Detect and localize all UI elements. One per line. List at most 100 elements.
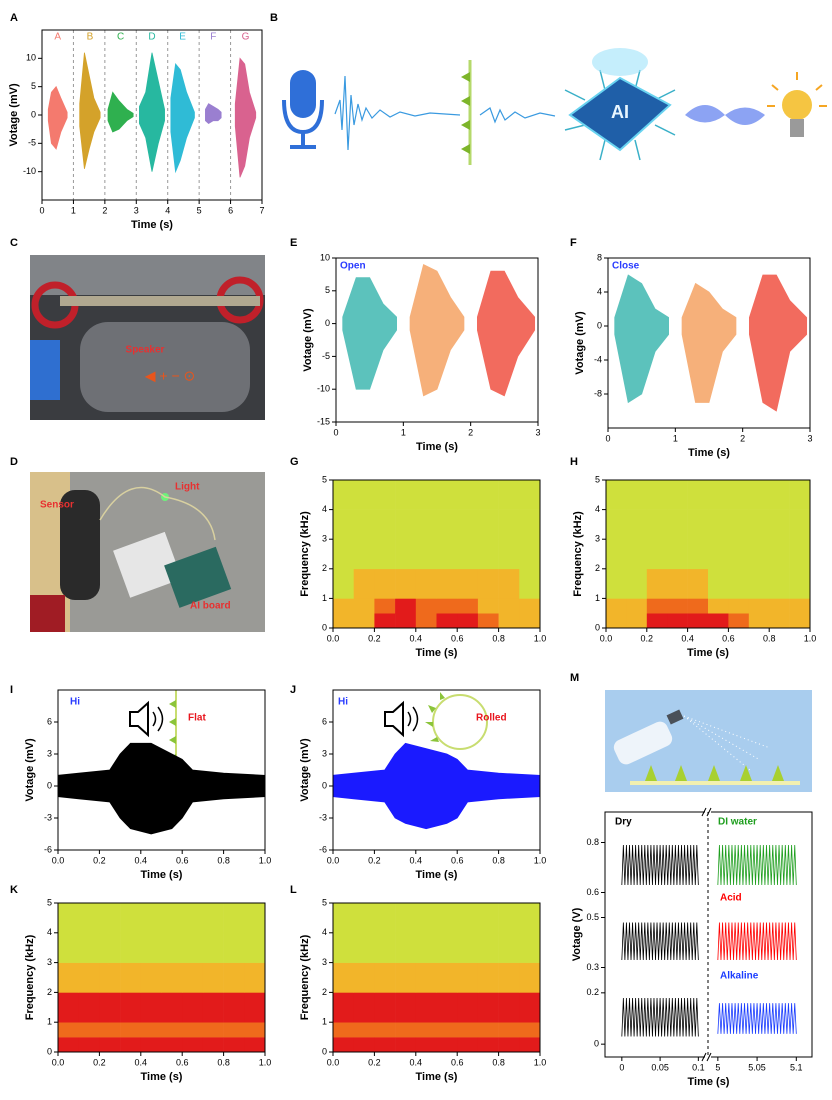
axis-break: [705, 1053, 711, 1061]
setup-photo: Sensor Light AI board: [30, 472, 265, 632]
heat-cell: [333, 568, 354, 599]
heat-cell: [519, 613, 541, 629]
y-tick-label: -4: [594, 354, 602, 364]
heat-cell: [415, 598, 437, 614]
heat-cell: [78, 1037, 100, 1053]
speaker-icon: [129, 700, 149, 738]
x-tick-label: 0.4: [135, 855, 148, 865]
y-tick-label: 0.2: [586, 987, 599, 997]
y-tick-label: 3: [322, 957, 327, 967]
heat-cell: [353, 598, 375, 614]
heat-cell: [223, 992, 245, 1023]
y-axis-title: Votage (V): [571, 907, 583, 961]
heat-cell: [457, 903, 479, 934]
heat-cell: [120, 962, 142, 993]
heat-cell: [333, 539, 354, 570]
heat-cell: [333, 992, 354, 1023]
y-tick-label: -15: [317, 416, 330, 426]
heat-cell: [748, 509, 770, 540]
heat-cell: [202, 903, 224, 934]
heat-cell: [789, 613, 811, 629]
waveform: [47, 85, 68, 150]
x-axis-title: Time (s): [141, 1071, 183, 1083]
heat-cell: [99, 962, 121, 993]
heat-cell: [223, 932, 245, 963]
heat-cell: [436, 962, 458, 993]
x-tick-label: 0.0: [327, 855, 340, 865]
waveform: [614, 274, 669, 404]
y-tick-label: 3: [322, 534, 327, 544]
heat-cell: [626, 539, 648, 570]
heat-cell: [708, 509, 729, 540]
y-tick-label: 4: [47, 927, 52, 937]
heat-cell: [519, 992, 541, 1023]
heat-cell: [202, 962, 224, 993]
speaker-buttons: ◀ + − ⊙: [145, 368, 196, 384]
heat-cell: [333, 509, 354, 540]
x-tick-label: 3: [807, 433, 812, 443]
annotation: Rolled: [476, 713, 507, 724]
heat-cell: [606, 613, 627, 629]
heat-cell: [436, 509, 458, 540]
heat-cell: [519, 539, 541, 570]
heat-cell: [457, 480, 479, 510]
segment-label: C: [117, 32, 124, 43]
heat-cell: [374, 962, 396, 993]
y-axis-title: Votage (mV): [302, 308, 314, 372]
y-tick-label: 0: [595, 622, 600, 632]
y-axis-title: Frequency (kHz): [24, 934, 36, 1020]
heat-cell: [519, 962, 541, 993]
y-tick-label: -6: [44, 844, 52, 854]
heat-cell: [202, 1037, 224, 1053]
heat-cell: [606, 568, 627, 599]
heat-cell: [519, 509, 541, 540]
panel-label: D: [10, 456, 18, 468]
x-tick-label: 0: [333, 427, 338, 437]
x-tick-label: 2: [468, 427, 473, 437]
y-tick-label: 4: [322, 504, 327, 514]
heat-cell: [498, 568, 520, 599]
substrate: [630, 781, 800, 785]
heat-cell: [333, 598, 354, 614]
heat-cell: [457, 509, 479, 540]
segment-label: E: [179, 32, 186, 43]
heat-cell: [436, 1037, 458, 1053]
heat-cell: [78, 932, 100, 963]
y-tick-label: 0: [47, 780, 52, 790]
y-tick-label: 5: [325, 285, 330, 295]
heat-cell: [457, 1022, 479, 1038]
heat-cell: [99, 1022, 121, 1038]
spray: [683, 715, 771, 771]
y-tick-label: 0.6: [586, 887, 599, 897]
x-tick-label: 1.0: [534, 855, 547, 865]
x-tick-label: 5: [715, 1062, 720, 1072]
y-tick-label: -10: [23, 166, 36, 176]
y-axis-title: Frequency (kHz): [299, 934, 311, 1020]
y-tick-label: 0: [594, 1039, 599, 1049]
heat-cell: [415, 932, 437, 963]
heat-cell: [708, 598, 729, 614]
speaker-icon: [384, 700, 404, 738]
heat-cell: [646, 509, 668, 540]
heat-cell: [687, 613, 709, 629]
y-tick-label: 5: [47, 897, 52, 907]
x-tick-label: 5: [197, 205, 202, 215]
x-tick-label: 1.0: [259, 1057, 272, 1067]
x-tick-label: 0.6: [176, 855, 189, 865]
heat-cell: [708, 480, 729, 510]
heat-cell: [161, 903, 183, 934]
x-tick-label: 0: [619, 1062, 624, 1072]
heat-cell: [748, 539, 770, 570]
heat-cell: [395, 568, 417, 599]
heat-cell: [606, 539, 627, 570]
heat-cell: [769, 613, 790, 629]
heat-cell: [728, 613, 750, 629]
heat-cell: [353, 1037, 375, 1053]
y-tick-label: 0: [325, 318, 330, 328]
heat-cell: [182, 992, 204, 1023]
heat-cell: [182, 903, 204, 934]
x-tick-label: 0.6: [722, 633, 735, 643]
heat-cell: [626, 598, 648, 614]
panel-label: I: [10, 684, 13, 696]
